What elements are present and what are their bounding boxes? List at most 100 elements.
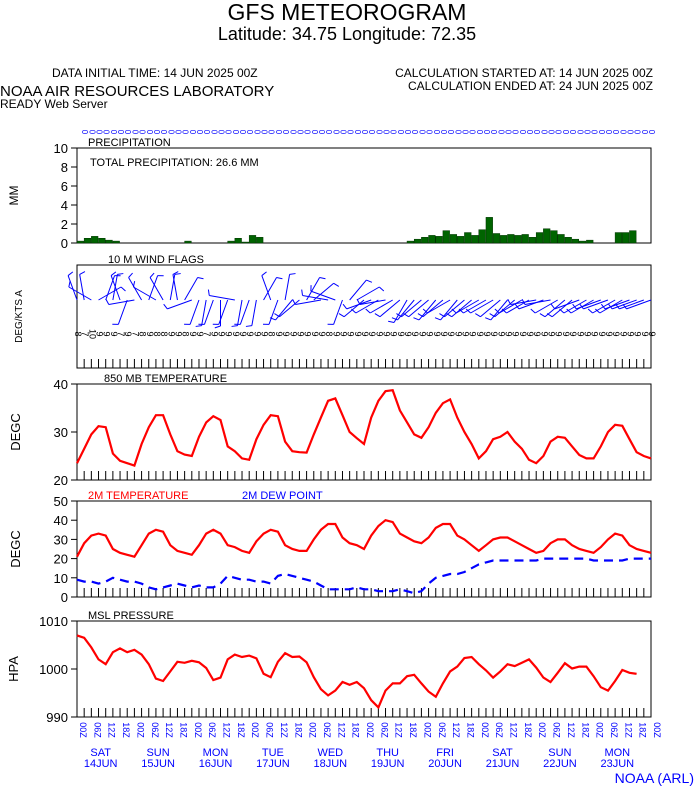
wind-speed-label: 9 [575, 331, 585, 336]
mslp-y-tick-label: 1000 [39, 662, 68, 677]
precip-bar [98, 238, 106, 244]
wind-barb-feather [261, 271, 267, 276]
t2m-dew-line [76, 557, 651, 595]
precip-bar [428, 235, 436, 244]
wind-speed-label: 9 [496, 331, 506, 336]
precip-top-amount-label: 0 [95, 130, 104, 135]
wind-speed-label: 9 [145, 331, 155, 336]
wind-barb-feather [195, 325, 202, 327]
t2m-temp-line [76, 518, 652, 558]
t850-y-tick-label: 30 [54, 425, 68, 440]
precip-top-amount-label: 0 [80, 130, 89, 135]
time-axis-hour-label: 18Z [638, 722, 648, 738]
precip-top-amount-label: 0 [403, 130, 412, 135]
precip-top-amount-label: 0 [346, 130, 355, 135]
wind-speed-label: 9 [295, 331, 305, 336]
wind-speed-label: 9 [417, 331, 427, 336]
wind-speed-label: 8 [181, 331, 191, 336]
wind-barb-feather [67, 271, 74, 276]
precip-bar [413, 238, 422, 244]
t2m-y-label: DEGC [8, 530, 23, 568]
wind-speed-label: 9 [640, 331, 650, 336]
wind-barb-feather [622, 303, 627, 310]
precip-top-amount-label: 0 [482, 130, 491, 135]
wind-barb-staff [551, 299, 573, 318]
precip-panel-frame [76, 147, 652, 244]
precip-top-amount-label: 0 [281, 130, 290, 135]
precip-top-amount-label: 0 [611, 130, 620, 135]
wind-barb-feather [489, 313, 496, 318]
wind-barb-feather [507, 298, 512, 305]
wind-speed-label: 7 [116, 331, 126, 336]
location-subtitle: Latitude: 34.75 Longitude: 72.35 [217, 24, 477, 44]
time-axis-hour-label: 12Z [107, 722, 117, 738]
wind-barb-feather [120, 286, 126, 292]
precip-y-tick-label: 2 [61, 217, 68, 232]
precip-top-amount-label: 0 [460, 130, 469, 135]
wind-barb-feather [128, 272, 133, 278]
time-axis-date: 20JUN [428, 758, 462, 770]
wind-speed-label: 9 [582, 331, 592, 336]
wind-barb-feather [413, 317, 420, 321]
precip-bar [442, 230, 450, 244]
precip-bar [457, 236, 465, 244]
precip-bar [464, 232, 472, 244]
wind-speed-label: 9 [281, 331, 291, 336]
wind-barb-feather [379, 286, 385, 292]
precip-bar [629, 230, 637, 244]
credit-label: NOAA (ARL) [614, 770, 694, 786]
wind-barb-feather [276, 276, 283, 280]
wind-speed-label: 9 [504, 331, 514, 336]
precip-top-amount-label: 0 [159, 130, 168, 135]
wind-barb-feather [319, 276, 326, 280]
precip-top-amount-label: 0 [640, 130, 649, 135]
precip-bar [485, 217, 493, 244]
precip-top-amount-label: 0 [496, 130, 505, 135]
wind-barb-staff [237, 299, 243, 326]
precip-top-amount-label: 0 [188, 130, 197, 135]
wind-speed-label: 9 [252, 331, 262, 336]
time-axis-hour-label: 00Z [135, 722, 145, 738]
precip-y-tick-label: 8 [61, 160, 68, 175]
time-axis-hour-label: 06Z [379, 722, 389, 738]
wind-speed-label: 9 [274, 331, 284, 336]
mslp-y-tick-label: 990 [46, 710, 68, 725]
wind-barb-feather [365, 308, 371, 314]
t850-panel-frame [76, 383, 652, 481]
wind-barb-staff [67, 275, 78, 301]
precip-top-amount-label: 0 [138, 130, 147, 135]
wind-barb-feather [475, 313, 481, 318]
precip-bar [184, 240, 192, 244]
wind-barb-staff [79, 274, 85, 301]
wind-speed-label: 9 [539, 331, 549, 336]
time-axis-hour-label: 06Z [494, 722, 504, 738]
wind-barb-staff [619, 299, 644, 310]
wind-barb-staff [203, 299, 214, 325]
precip-total-annotation: TOTAL PRECIPITATION: 26.6 MM [90, 157, 259, 169]
wind-speed-label: 10 [87, 329, 97, 339]
precip-y-tick-label: 0 [61, 236, 68, 251]
time-axis-hour-label: 06Z [92, 722, 102, 738]
wind-speed-label: 9 [209, 331, 219, 336]
wind-speed-label: 7 [130, 331, 140, 336]
precip-bar [227, 240, 235, 244]
precip-top-amount-label: 0 [382, 130, 391, 135]
wind-speed-label: 9 [331, 331, 341, 336]
wind-barb-staff [275, 299, 293, 321]
wind-barb-staff [108, 299, 135, 306]
wind-barb-feather [172, 271, 179, 275]
wind-barb-feather [417, 313, 424, 318]
time-axis-hour-label: 18Z [121, 722, 131, 738]
t2m-y-tick-label: 20 [54, 552, 68, 567]
wind-barb-feather [615, 303, 620, 310]
mslp-y-tick-label: 1010 [39, 614, 68, 629]
wind-barb-staff [463, 299, 487, 314]
wind-speed-label: 9 [238, 331, 248, 336]
wind-barb-staff [268, 299, 279, 325]
time-axis-hour-label: 18Z [178, 722, 188, 738]
wind-speed-label: 9 [446, 331, 456, 336]
wind-barb-staff [189, 299, 200, 325]
wind-speed-label: 9 [260, 331, 270, 336]
wind-speed-label: 9 [518, 331, 528, 336]
wind-speed-label: 9 [396, 331, 406, 336]
